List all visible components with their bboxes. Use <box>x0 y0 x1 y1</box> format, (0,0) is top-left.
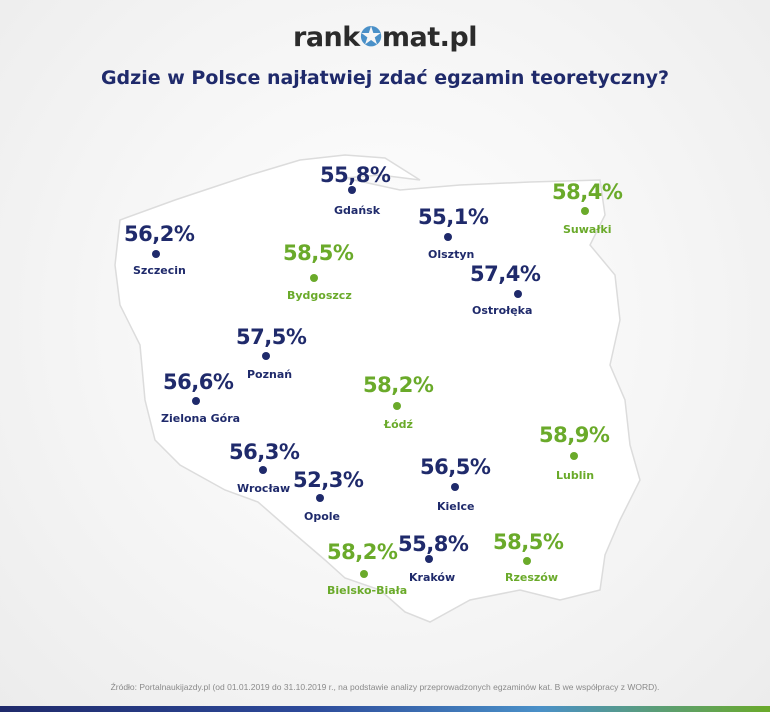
star-icon: ✪ <box>359 22 383 53</box>
city-value: 55,8% <box>398 532 469 556</box>
city-name: Rzeszów <box>505 571 559 584</box>
city-marker-dot <box>316 494 324 502</box>
city-value: 57,4% <box>470 262 541 286</box>
city-marker-dot <box>192 397 200 405</box>
city-name: Bydgoszcz <box>287 289 352 302</box>
city-value: 56,5% <box>420 455 491 479</box>
city-marker-dot <box>451 483 459 491</box>
city-value: 58,9% <box>539 423 610 447</box>
city-marker-dot <box>393 402 401 410</box>
bottom-bar <box>0 706 770 712</box>
city-marker-dot <box>514 290 522 298</box>
city-value: 58,4% <box>552 180 623 204</box>
poland-outline <box>114 154 641 623</box>
city-value: 58,5% <box>493 530 564 554</box>
city-marker-dot <box>523 557 531 565</box>
city-name: Bielsko-Biała <box>327 584 408 597</box>
city-name: Wrocław <box>237 482 291 495</box>
city-marker-dot <box>570 452 578 460</box>
brand-logo[interactable]: rank✪mat.pl <box>0 22 770 53</box>
city-marker-dot <box>310 274 318 282</box>
city-marker-dot <box>581 207 589 215</box>
city-value: 56,3% <box>229 440 300 464</box>
city-marker-dot <box>425 555 433 563</box>
city-value: 55,1% <box>418 205 489 229</box>
page-title: Gdzie w Polsce najłatwiej zdać egzamin t… <box>100 67 670 89</box>
city-marker-dot <box>360 570 368 578</box>
city-marker-dot <box>444 233 452 241</box>
city-value: 58,2% <box>327 540 398 564</box>
city-value: 58,5% <box>283 241 354 265</box>
logo-text-right: mat.pl <box>381 22 478 53</box>
city-value: 58,2% <box>363 373 434 397</box>
city-name: Ostrołęka <box>472 304 533 317</box>
city-marker-dot <box>259 466 267 474</box>
city-name: Gdańsk <box>334 204 381 217</box>
city-name: Zielona Góra <box>161 412 241 425</box>
city-value: 56,2% <box>124 222 195 246</box>
city-marker-dot <box>152 250 160 258</box>
city-marker-dot <box>262 352 270 360</box>
city-name: Poznań <box>247 368 293 381</box>
city-name: Szczecin <box>133 264 186 277</box>
city-value: 55,8% <box>320 163 391 187</box>
logo-text-left: rank <box>293 22 360 53</box>
city-name: Łódź <box>384 418 413 431</box>
city-name: Olsztyn <box>428 248 475 261</box>
city-value: 52,3% <box>293 468 364 492</box>
city-marker-dot <box>348 186 356 194</box>
city-name: Opole <box>304 510 341 523</box>
source-note: Źródło: Portalnaukijazdy.pl (od 01.01.20… <box>110 682 660 692</box>
city-value: 57,5% <box>236 325 307 349</box>
city-value: 56,6% <box>163 370 234 394</box>
city-name: Kraków <box>409 571 456 584</box>
city-name: Suwałki <box>563 223 612 236</box>
city-name: Lublin <box>556 469 595 482</box>
city-name: Kielce <box>437 500 475 513</box>
